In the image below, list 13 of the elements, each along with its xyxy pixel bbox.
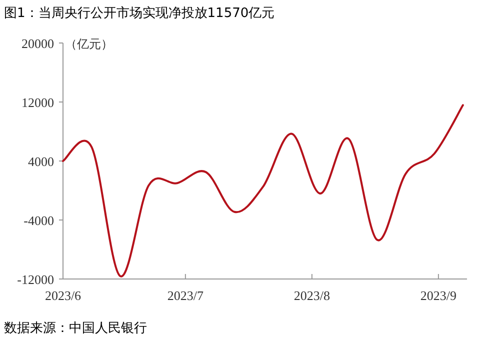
- x-tick-label: 2023/8: [294, 288, 330, 303]
- y-tick-label: -12000: [17, 272, 54, 287]
- y-tick-label: -4000: [24, 213, 54, 228]
- y-tick-label: 20000: [22, 36, 54, 51]
- line-series: [62, 104, 464, 278]
- source-note: 数据来源：中国人民银行: [4, 321, 147, 336]
- x-tick-label: 2023/7: [167, 288, 204, 303]
- y-tick-label: 12000: [22, 95, 54, 110]
- y-axis-title: （亿元）: [65, 37, 113, 51]
- chart-title: 图1：当周央行公开市场实现净投放11570亿元: [4, 6, 275, 21]
- y-tick-label: 4000: [28, 154, 54, 169]
- x-tick-label: 2023/6: [44, 288, 82, 303]
- x-tick-label: 2023/9: [420, 288, 456, 303]
